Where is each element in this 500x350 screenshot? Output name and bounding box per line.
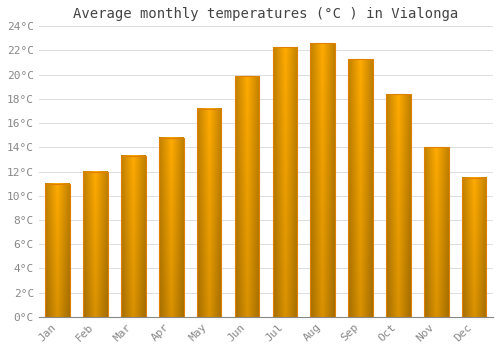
Title: Average monthly temperatures (°C ) in Vialonga: Average monthly temperatures (°C ) in Vi… [74, 7, 458, 21]
Bar [234, 76, 260, 317]
Bar [197, 108, 222, 317]
Bar [46, 184, 70, 317]
Bar [424, 147, 448, 317]
Bar [310, 43, 335, 317]
Bar [159, 138, 184, 317]
Bar [462, 177, 486, 317]
Bar [348, 59, 373, 317]
Bar [386, 94, 410, 317]
Bar [272, 47, 297, 317]
Bar [84, 172, 108, 317]
Bar [121, 156, 146, 317]
